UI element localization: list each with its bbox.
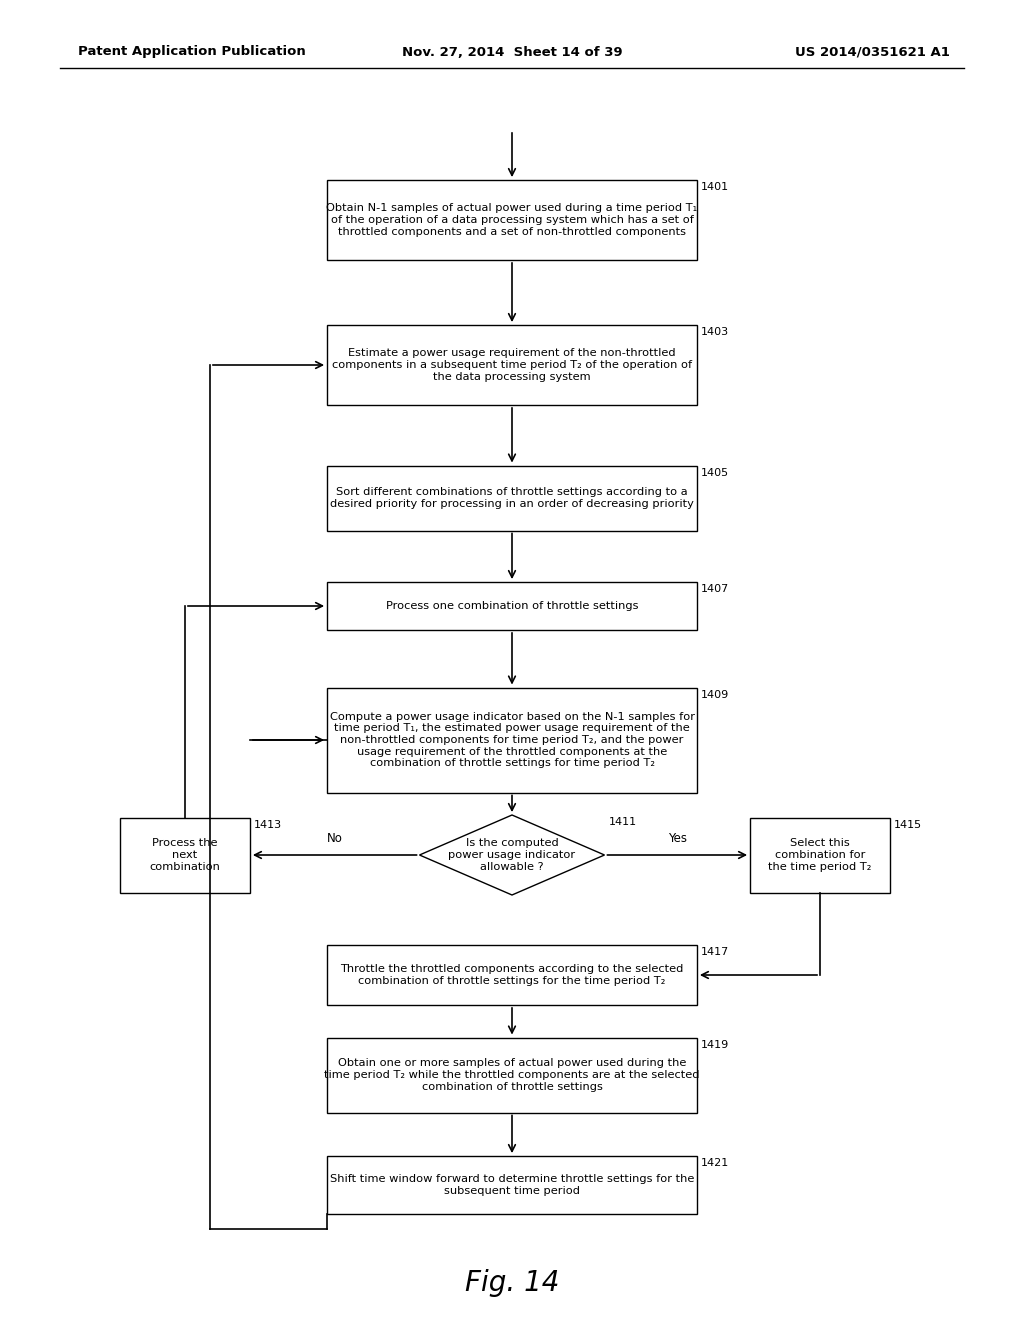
Text: Obtain one or more samples of actual power used during the
time period T₂ while : Obtain one or more samples of actual pow… [325,1059,699,1092]
Text: Obtain N-1 samples of actual power used during a time period T₁
of the operation: Obtain N-1 samples of actual power used … [327,203,697,236]
Bar [327,180,697,260]
Text: 1411: 1411 [608,817,637,828]
Bar [120,817,250,892]
Text: 1417: 1417 [701,946,729,957]
Text: 1401: 1401 [701,182,729,191]
Text: 1403: 1403 [701,327,729,337]
Text: Select this
combination for
the time period T₂: Select this combination for the time per… [768,838,871,871]
Bar [750,817,890,892]
Text: Patent Application Publication: Patent Application Publication [78,45,306,58]
Bar [327,945,697,1005]
Text: 1421: 1421 [701,1158,729,1168]
Text: Estimate a power usage requirement of the non-throttled
components in a subseque: Estimate a power usage requirement of th… [332,348,692,381]
Text: Fig. 14: Fig. 14 [465,1269,559,1298]
Bar [327,466,697,531]
Bar [327,1038,697,1113]
Text: 1415: 1415 [894,820,923,829]
Text: Sort different combinations of throttle settings according to a
desired priority: Sort different combinations of throttle … [330,487,694,508]
Text: No: No [327,832,343,845]
Text: 1405: 1405 [701,467,729,478]
Polygon shape [420,814,604,895]
Text: 1409: 1409 [701,689,729,700]
Text: Process one combination of throttle settings: Process one combination of throttle sett… [386,601,638,611]
Bar [327,325,697,405]
Text: Is the computed
power usage indicator
allowable ?: Is the computed power usage indicator al… [449,838,575,871]
Text: 1419: 1419 [701,1040,729,1049]
Text: US 2014/0351621 A1: US 2014/0351621 A1 [795,45,950,58]
Text: Shift time window forward to determine throttle settings for the
subsequent time: Shift time window forward to determine t… [330,1175,694,1196]
Text: Process the
next
combination: Process the next combination [150,838,220,871]
Text: Throttle the throttled components according to the selected
combination of throt: Throttle the throttled components accord… [340,964,684,986]
Text: Nov. 27, 2014  Sheet 14 of 39: Nov. 27, 2014 Sheet 14 of 39 [401,45,623,58]
Text: 1407: 1407 [701,583,729,594]
Bar [327,1156,697,1214]
Text: Yes: Yes [668,832,687,845]
Text: Compute a power usage indicator based on the N-1 samples for
time period T₁, the: Compute a power usage indicator based on… [330,711,694,768]
Text: 1413: 1413 [254,820,283,829]
Bar [327,688,697,792]
Bar [327,582,697,630]
